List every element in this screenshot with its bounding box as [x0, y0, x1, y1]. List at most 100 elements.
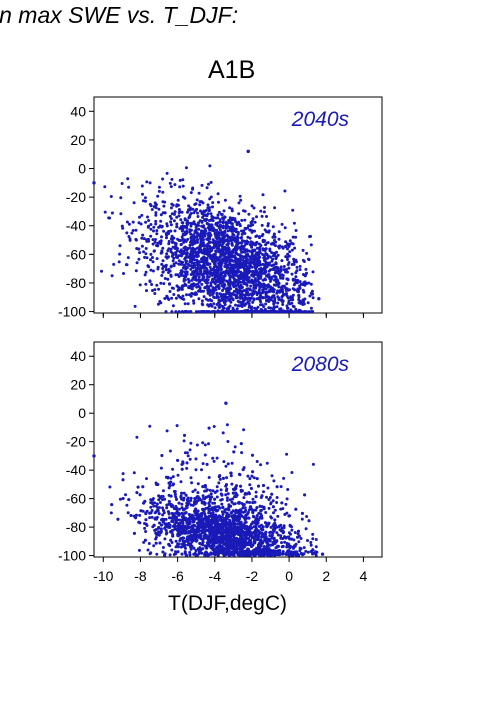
data-point	[217, 276, 221, 280]
data-point	[161, 506, 164, 510]
data-point-outlier	[92, 181, 96, 185]
data-point	[269, 501, 273, 505]
data-point	[213, 282, 217, 286]
data-point	[177, 275, 181, 278]
data-point	[189, 267, 193, 271]
data-point	[191, 539, 195, 543]
data-point	[201, 462, 205, 466]
data-point	[228, 283, 232, 287]
data-point	[265, 525, 269, 529]
data-point	[236, 310, 240, 314]
data-point	[159, 466, 163, 470]
data-point	[195, 253, 198, 257]
data-point	[149, 268, 153, 272]
data-point	[268, 310, 272, 314]
data-point	[205, 462, 209, 466]
data-point	[237, 220, 241, 224]
data-point	[218, 477, 222, 481]
data-point	[239, 442, 243, 446]
data-point	[153, 288, 157, 292]
data-point	[314, 545, 318, 549]
data-point	[269, 296, 273, 300]
data-point	[174, 520, 178, 524]
data-point	[186, 237, 190, 241]
data-point	[171, 534, 175, 538]
data-point	[222, 295, 226, 299]
data-point	[225, 476, 229, 480]
data-point	[165, 429, 169, 433]
data-point	[229, 271, 233, 275]
data-point	[287, 245, 291, 248]
data-point	[229, 511, 233, 515]
data-point	[185, 247, 188, 251]
data-point	[262, 271, 266, 275]
data-point	[237, 212, 241, 216]
data-point	[232, 502, 236, 506]
data-point	[231, 497, 235, 501]
data-point	[147, 542, 151, 545]
data-point	[243, 506, 247, 510]
data-point	[198, 533, 202, 536]
data-point	[207, 504, 211, 508]
data-point	[155, 257, 159, 261]
data-point	[160, 250, 164, 254]
data-point	[178, 518, 182, 522]
data-point	[174, 273, 178, 277]
data-point	[227, 239, 230, 243]
data-point	[178, 250, 182, 254]
data-point	[125, 220, 129, 224]
data-point	[264, 302, 268, 306]
data-point	[157, 189, 161, 193]
data-point	[167, 542, 171, 546]
data-point	[149, 227, 153, 231]
data-point	[201, 441, 205, 445]
data-point	[131, 229, 135, 232]
data-point	[230, 500, 234, 504]
data-point	[218, 292, 222, 296]
data-point	[149, 234, 153, 238]
data-point	[231, 527, 235, 531]
data-point	[248, 539, 252, 543]
data-point	[161, 200, 165, 204]
data-point	[189, 264, 193, 268]
data-point	[259, 463, 263, 467]
data-point	[233, 218, 237, 222]
data-point	[290, 525, 293, 529]
data-point	[175, 284, 179, 288]
data-point	[192, 273, 196, 276]
data-point	[156, 265, 160, 269]
data-point	[192, 517, 196, 521]
data-point	[112, 262, 116, 266]
data-point	[171, 304, 175, 308]
data-point	[299, 547, 303, 551]
data-point	[197, 250, 201, 254]
data-point	[127, 235, 131, 238]
data-point	[221, 505, 225, 509]
data-point	[191, 241, 195, 245]
data-point	[202, 507, 206, 511]
data-point	[235, 289, 239, 293]
data-point	[199, 240, 203, 244]
data-point	[190, 261, 194, 265]
data-point	[265, 461, 269, 465]
data-point	[180, 260, 183, 264]
data-point	[276, 253, 280, 257]
data-point	[192, 546, 196, 550]
data-point	[247, 305, 251, 309]
data-point	[164, 268, 168, 272]
data-point	[238, 521, 242, 525]
data-point	[191, 490, 195, 494]
data-point	[196, 272, 200, 276]
data-point	[151, 269, 155, 273]
data-point	[277, 230, 281, 234]
data-point	[235, 307, 239, 311]
data-point	[144, 252, 148, 256]
data-point	[127, 222, 131, 226]
data-point	[236, 511, 240, 515]
data-point	[308, 294, 312, 298]
data-point	[247, 536, 250, 540]
data-point	[257, 290, 261, 294]
data-point	[191, 270, 195, 274]
data-point	[179, 239, 183, 242]
data-point	[249, 505, 253, 509]
